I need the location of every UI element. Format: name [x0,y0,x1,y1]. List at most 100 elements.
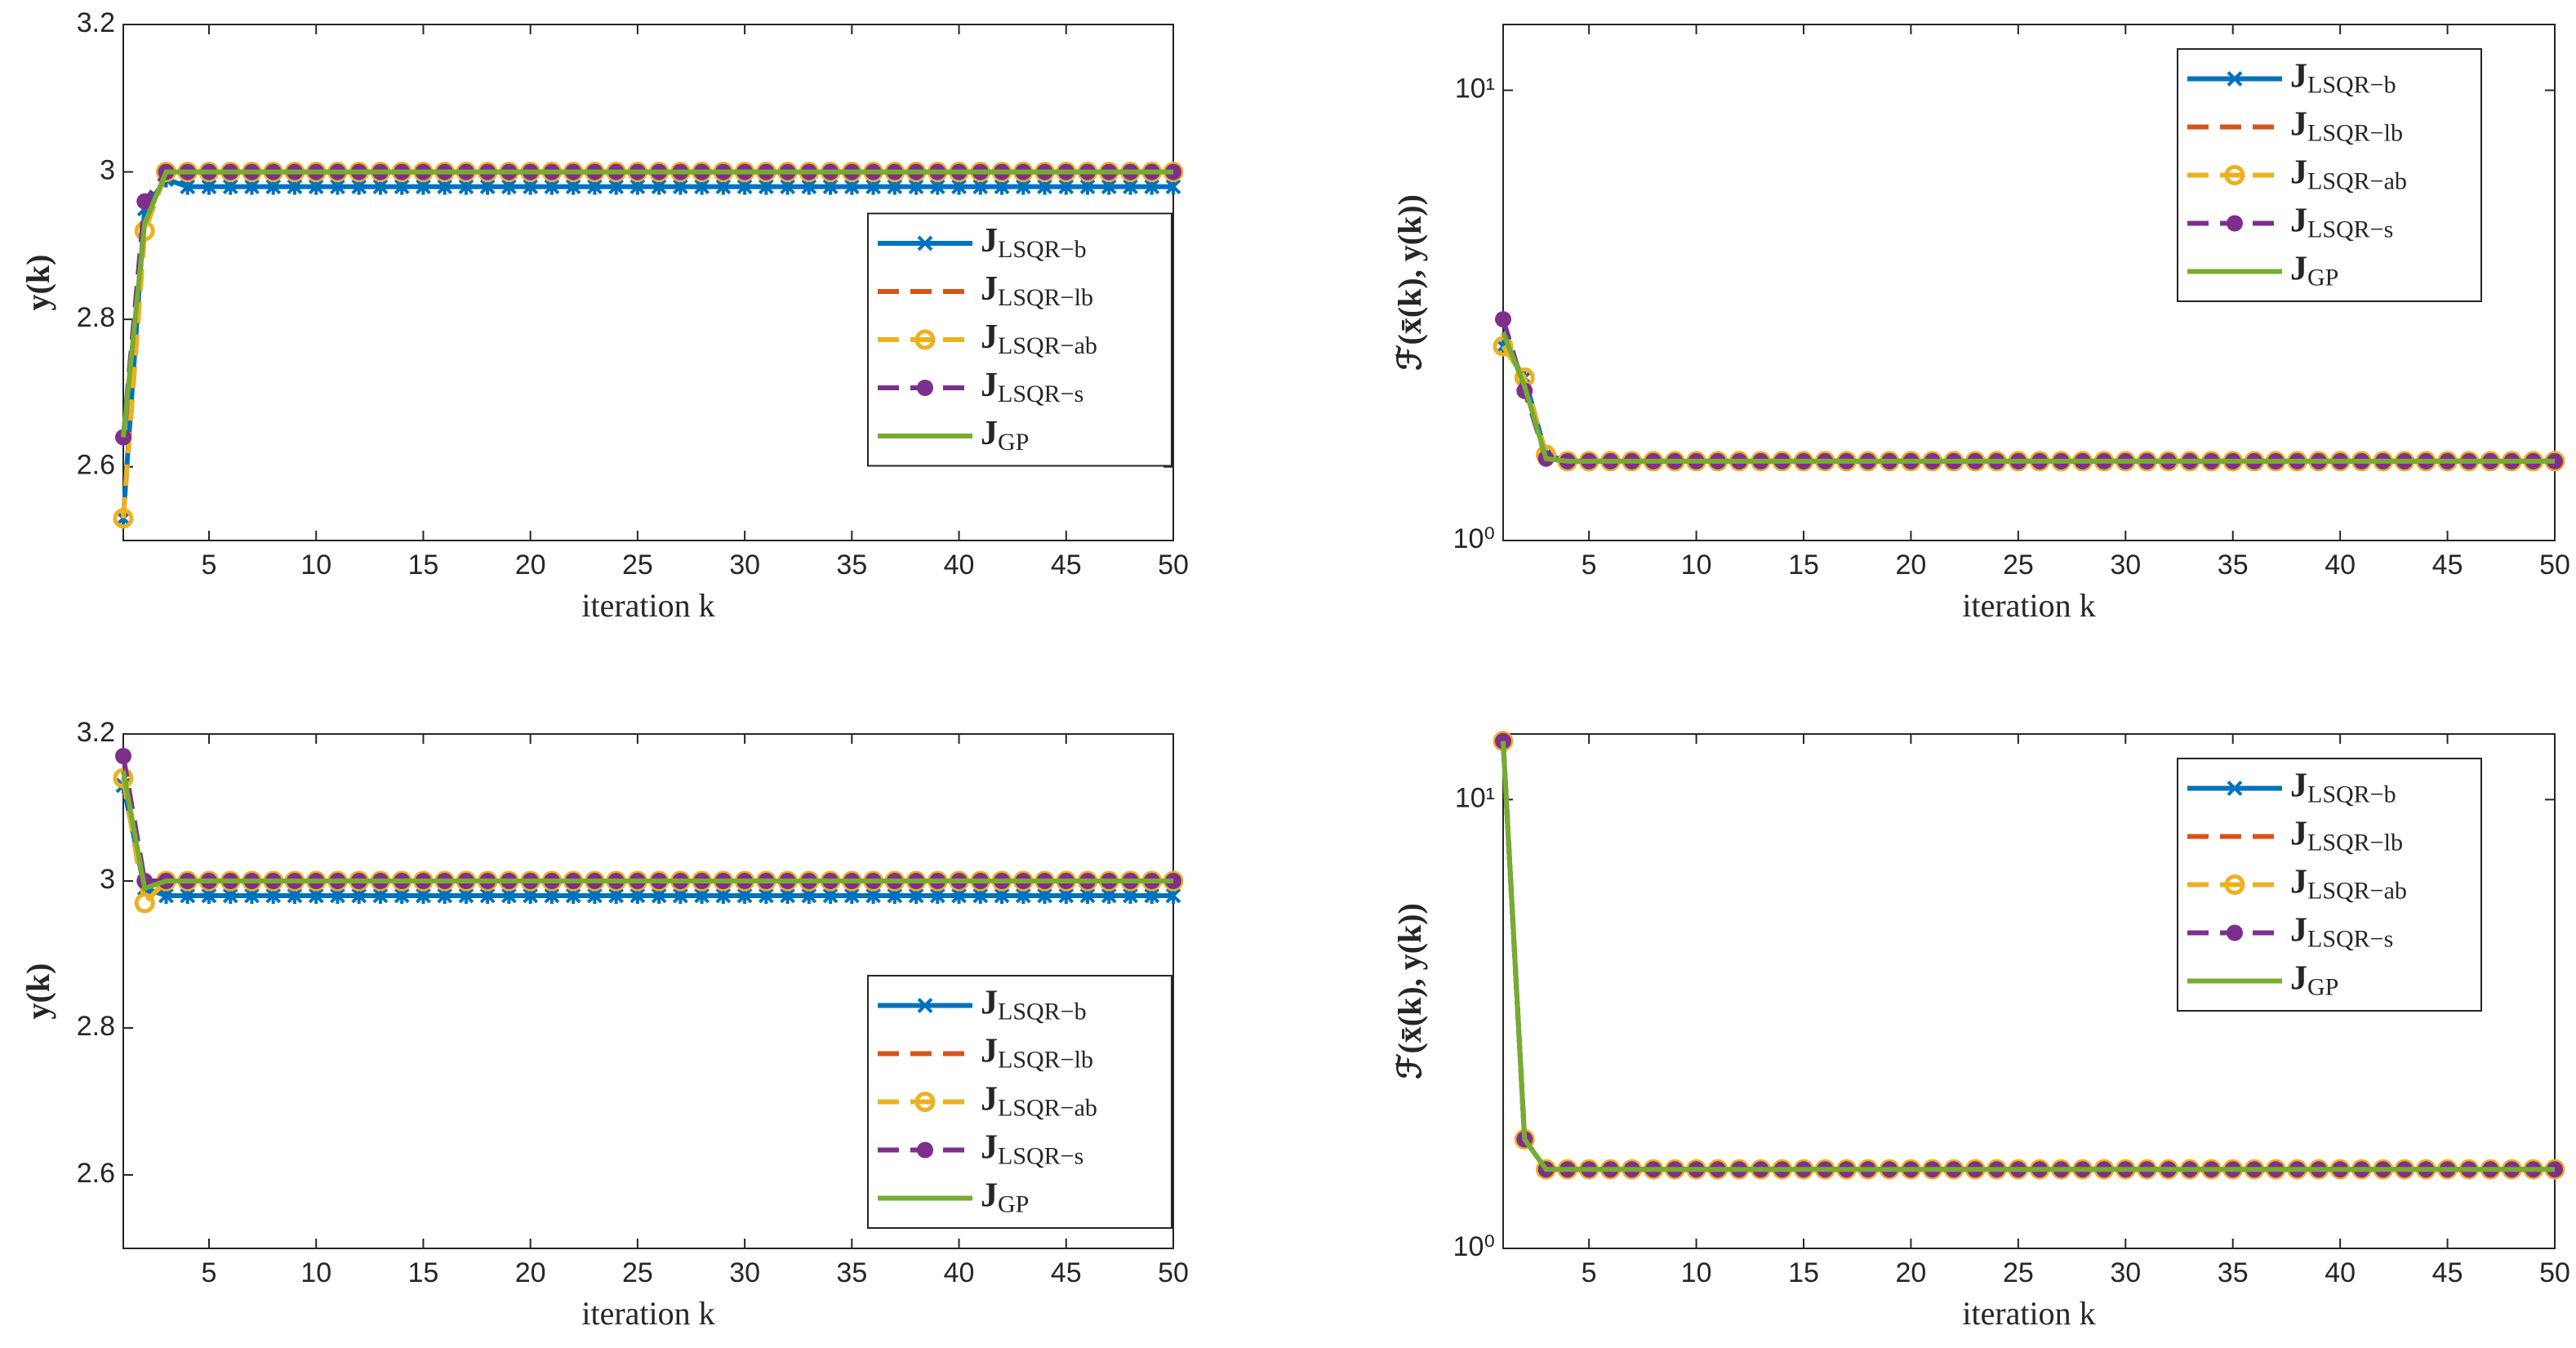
x-tick-label: 15 [408,1257,439,1288]
x-tick-label: 50 [2539,549,2570,581]
legend: JLSQR−b JLSQR−lb JLSQR−ab JLSQR−s JGP [867,975,1172,1229]
legend-label: JLSQR−ab [2290,153,2407,194]
x-tick-label: 15 [408,549,439,581]
legend-marker [917,380,933,396]
x-tick-label: 25 [2003,1257,2034,1288]
y-tick-label: 3.2 [77,717,115,748]
series-line [121,169,1173,438]
x-tick-label: 20 [1896,1257,1927,1288]
legend-marker [2224,874,2245,895]
x-tick-label: 40 [2325,549,2356,581]
y-tick-label: 10⁰ [1453,1231,1495,1262]
x-tick-label: 10 [1681,549,1712,581]
legend-marker [914,329,936,350]
x-tick-label: 5 [202,1257,217,1288]
legend-label: JGP [2290,250,2338,291]
legend-label: JLSQR−ab [981,1080,1097,1121]
legend: JLSQR−b JLSQR−lb JLSQR−ab JLSQR−s JGP [2177,48,2482,302]
y-tick-label: 3 [100,155,115,186]
marker [136,193,153,210]
x-tick-label: 30 [2110,549,2141,581]
marker [1495,732,1511,750]
legend-marker [2224,165,2245,185]
x-tick-label: 50 [2539,1257,2570,1288]
x-tick-label: 40 [944,549,975,581]
legend-marker [2227,71,2243,87]
legend: JLSQR−b JLSQR−lb JLSQR−ab JLSQR−s JGP [867,212,1172,467]
series-line [121,176,1173,519]
legend-label: JLSQR−b [2290,767,2396,807]
y-tick-label: 10¹ [1455,782,1495,813]
series-line [1501,331,2555,464]
x-tick-label: 20 [515,1257,546,1288]
legend-marker [917,1141,933,1159]
legend-label: JLSQR−b [2290,57,2396,98]
x-tick-label: 15 [1788,549,1819,581]
x-axis-label: iteration k [581,587,714,624]
y-tick-label: 2.6 [77,1158,115,1189]
x-tick-label: 25 [2003,549,2034,581]
x-tick-label: 25 [622,549,653,581]
x-tick-label: 45 [1051,1257,1082,1288]
legend-label: JLSQR−lb [981,1032,1093,1073]
plot-area [1493,731,2565,1180]
subplot: 5 10 15 20 25 30 35 40 45 50 10⁰ 10¹ iteration k ℱ(x̄… [1391,24,2570,624]
y-tick-label: 2.6 [77,450,115,481]
x-tick-label: 20 [1896,549,1927,581]
plot-area [113,748,1184,914]
legend-marker [2227,215,2243,232]
legend-label: JLSQR−s [2290,911,2393,952]
x-tick-label: 30 [729,549,760,581]
legend-label: JGP [981,1177,1029,1217]
subplot: 5 10 15 20 25 30 35 40 45 50 2.6 2.8 3 3.2 iteration k… [20,7,1189,624]
marker [1495,311,1511,328]
legend-label: JLSQR−s [2290,202,2393,242]
series-line [1501,741,2555,1172]
marker [113,508,134,529]
y-axis-label: ℱ(x̄(k), y(k)) [1391,903,1428,1079]
x-tick-label: 10 [300,1257,331,1288]
y-axis-label: y(k) [20,963,56,1020]
x-tick-label: 35 [836,1257,867,1288]
legend-label: JGP [2290,959,2338,1000]
plot-area [1493,311,2565,472]
y-axis-label: ℱ(x̄(k), y(k)) [1391,194,1428,371]
legend-label: JLSQR−b [981,984,1087,1025]
legend-marker [917,235,933,251]
y-tick-label: 3 [100,864,115,895]
legend-marker [914,1092,936,1112]
x-tick-label: 5 [1582,1257,1597,1288]
x-tick-label: 50 [1158,1257,1189,1288]
x-tick-label: 35 [2218,1257,2249,1288]
legend-marker [917,998,933,1013]
series-line [121,785,1173,898]
x-tick-label: 35 [2218,549,2249,581]
legend-label: JLSQR−ab [2290,863,2407,904]
legend-label: JLSQR−ab [981,318,1097,359]
x-tick-label: 45 [1051,549,1082,581]
x-tick-label: 40 [2325,1257,2356,1288]
subplot: 5 10 15 20 25 30 35 40 45 50 10⁰ 10¹ iteration k ℱ(x̄… [1391,731,2570,1332]
legend-label: JLSQR−s [981,1128,1083,1169]
x-axis-label: iteration k [1962,1295,2095,1332]
x-tick-label: 25 [622,1257,653,1288]
y-tick-label: 10¹ [1455,73,1495,105]
x-tick-label: 5 [1582,549,1597,581]
subplot: 5 10 15 20 25 30 35 40 45 50 2.6 2.8 3 3.2 iteration k… [20,717,1189,1332]
x-axis-label: iteration k [1962,587,2095,624]
legend-label: JLSQR−lb [981,270,1093,311]
legend-marker [2227,924,2243,941]
x-tick-label: 35 [836,549,867,581]
legend: JLSQR−b JLSQR−lb JLSQR−ab JLSQR−s JGP [2177,758,2482,1012]
x-tick-label: 30 [729,1257,760,1288]
legend-label: JLSQR−b [981,222,1087,263]
x-tick-label: 15 [1788,1257,1819,1288]
y-tick-label: 2.8 [77,302,115,333]
x-tick-label: 40 [944,1257,975,1288]
x-tick-label: 10 [1681,1257,1712,1288]
y-axis-label: y(k) [20,255,56,311]
legend-label: JLSQR−lb [2290,815,2403,856]
legend-marker [2227,781,2243,796]
x-tick-label: 30 [2110,1257,2141,1288]
